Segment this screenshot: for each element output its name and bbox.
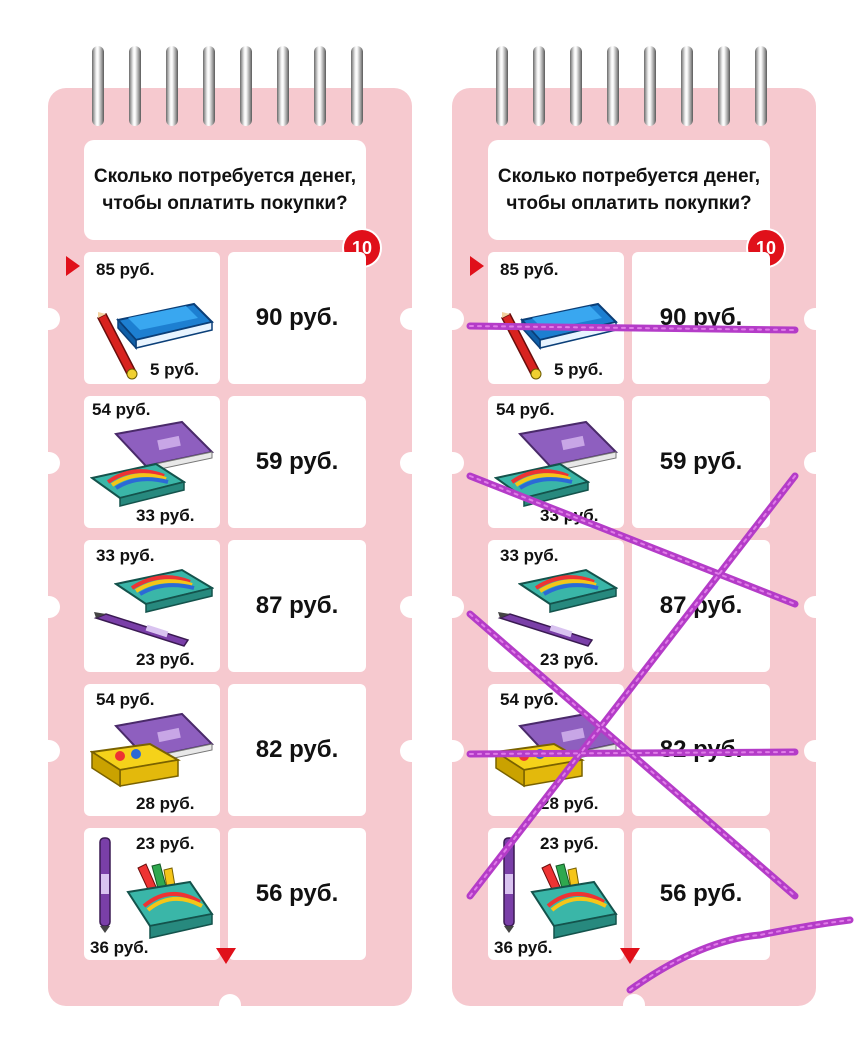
- answer-cell: 56 руб.: [228, 828, 366, 960]
- book-icon: [116, 302, 214, 350]
- items-cell: 33 руб. 23 руб.: [488, 540, 624, 672]
- question-text: Сколько потребуется денег, чтобы оплатит…: [93, 166, 357, 214]
- answer-cell: 56 руб.: [632, 828, 770, 960]
- lace-notch: [804, 452, 820, 474]
- price-label: 54 руб.: [92, 400, 151, 419]
- spiral-ring: [92, 46, 104, 126]
- start-arrow-icon: [470, 256, 484, 276]
- price-label: 23 руб.: [540, 834, 599, 853]
- question-text: Сколько потребуется денег, чтобы оплатит…: [497, 166, 761, 214]
- lace-notch: [400, 308, 416, 330]
- pencil-box-icon: [126, 863, 214, 939]
- lace-notch: [400, 452, 416, 474]
- price-label: 28 руб.: [540, 794, 599, 813]
- answer-cell: 90 руб.: [632, 252, 770, 384]
- price-label: 33 руб.: [540, 506, 599, 525]
- spiral-ring: [203, 46, 215, 126]
- lace-notch: [448, 740, 464, 762]
- answer-cell: 59 руб.: [228, 396, 366, 528]
- lace-notch: [448, 452, 464, 474]
- answer-cell: 82 руб.: [228, 684, 366, 816]
- price-label: 54 руб.: [500, 690, 559, 709]
- answer-cell: 87 руб.: [632, 540, 770, 672]
- price-label: 28 руб.: [136, 794, 195, 813]
- pen-icon: [93, 612, 190, 647]
- price-label: 33 руб.: [500, 546, 559, 565]
- price-label: 23 руб.: [540, 650, 599, 669]
- spiral-ring: [277, 46, 289, 126]
- items-cell: 85 руб. 5 руб.: [84, 252, 220, 384]
- lace-notch: [804, 596, 820, 618]
- lace-notch: [44, 308, 60, 330]
- lace-notch: [623, 994, 645, 1010]
- price-label: 33 руб.: [136, 506, 195, 525]
- paint-box-icon: [494, 462, 590, 507]
- lace-notch: [219, 994, 241, 1010]
- answer-cell: 82 руб.: [632, 684, 770, 816]
- items-cell: 33 руб. 23 руб.: [84, 540, 220, 672]
- end-arrow-icon: [620, 948, 640, 964]
- pencil-box-icon: [530, 863, 618, 939]
- paint-box-icon: [90, 462, 186, 507]
- items-cell: 23 руб. 36 руб.: [488, 828, 624, 960]
- spiral-ring: [496, 46, 508, 126]
- pen-icon: [99, 837, 111, 933]
- spiral-ring: [533, 46, 545, 126]
- spiral-ring: [681, 46, 693, 126]
- items-cell: 54 руб. 28 руб.: [84, 684, 220, 816]
- lace-notch: [448, 596, 464, 618]
- card-left: Сколько потребуется денег, чтобы оплатит…: [44, 0, 416, 1048]
- lace-notch: [400, 596, 416, 618]
- price-label: 54 руб.: [96, 690, 155, 709]
- answer-cell: 59 руб.: [632, 396, 770, 528]
- spiral-ring: [240, 46, 252, 126]
- spiral-ring: [570, 46, 582, 126]
- lace-notch: [448, 308, 464, 330]
- items-cell: 54 руб. 28 руб.: [488, 684, 624, 816]
- lace-notch: [44, 740, 60, 762]
- price-label: 23 руб.: [136, 834, 195, 853]
- spiral-ring: [351, 46, 363, 126]
- spiral-ring: [314, 46, 326, 126]
- answer-cell: 87 руб.: [228, 540, 366, 672]
- lace-notch: [44, 452, 60, 474]
- lace-notch: [44, 596, 60, 618]
- price-label: 23 руб.: [136, 650, 195, 669]
- spiral-ring: [166, 46, 178, 126]
- price-label: 5 руб.: [150, 360, 200, 379]
- price-label: 33 руб.: [96, 546, 155, 565]
- end-arrow-icon: [216, 948, 236, 964]
- lace-notch: [400, 740, 416, 762]
- spiral-ring: [129, 46, 141, 126]
- pencil-icon: [500, 312, 542, 380]
- pencil-case-icon: [90, 742, 181, 788]
- pencil-icon: [96, 312, 138, 380]
- start-arrow-icon: [66, 256, 80, 276]
- price-label: 5 руб.: [554, 360, 604, 379]
- pen-icon: [503, 837, 515, 933]
- spiral-ring: [607, 46, 619, 126]
- items-cell: 54 руб. 33 руб.: [488, 396, 624, 528]
- spiral-ring: [644, 46, 656, 126]
- question-box: Сколько потребуется денег, чтобы оплатит…: [488, 140, 770, 240]
- pen-icon: [497, 612, 594, 647]
- spiral-ring: [755, 46, 767, 126]
- price-label: 85 руб.: [500, 260, 559, 279]
- items-cell: 54 руб. 33 руб.: [84, 396, 220, 528]
- lace-notch: [804, 740, 820, 762]
- lace-notch: [804, 308, 820, 330]
- paint-box-icon: [114, 568, 214, 613]
- price-label: 36 руб.: [494, 938, 553, 957]
- price-label: 85 руб.: [96, 260, 155, 279]
- spiral-ring: [718, 46, 730, 126]
- question-box: Сколько потребуется денег, чтобы оплатит…: [84, 140, 366, 240]
- price-label: 36 руб.: [90, 938, 149, 957]
- items-cell: 23 руб. 36 руб.: [84, 828, 220, 960]
- pencil-case-icon: [494, 742, 585, 788]
- items-cell: 85 руб. 5 руб.: [488, 252, 624, 384]
- card-right: Сколько потребуется денег, чтобы оплатит…: [448, 0, 820, 1048]
- answer-cell: 90 руб.: [228, 252, 366, 384]
- price-label: 54 руб.: [496, 400, 555, 419]
